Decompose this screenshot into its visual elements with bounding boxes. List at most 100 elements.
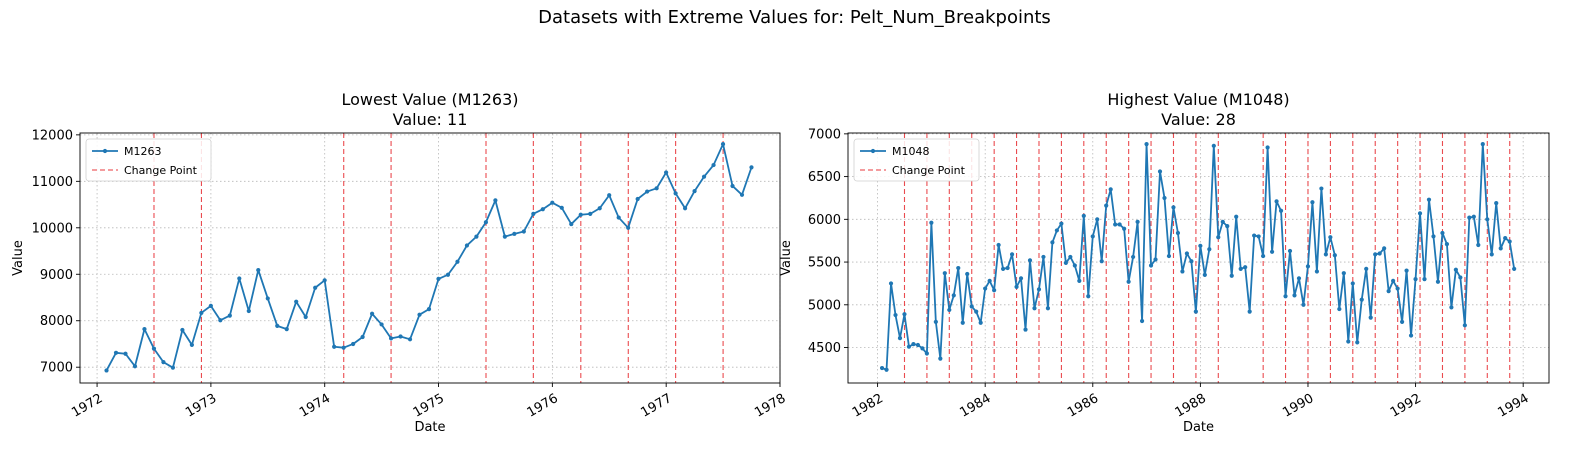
data-point <box>1193 309 1198 314</box>
data-point <box>1211 143 1216 148</box>
data-point <box>360 334 365 340</box>
data-point <box>1386 289 1391 294</box>
data-point <box>1292 293 1297 298</box>
y-tick-label: 6000 <box>808 213 841 228</box>
data-point <box>369 311 375 316</box>
data-point <box>1453 267 1458 272</box>
data-point <box>1422 277 1427 282</box>
axes-frame <box>847 132 1550 384</box>
series-line-M1048 <box>881 143 1516 371</box>
legend-change-point-label: Change Point <box>124 164 198 177</box>
data-point <box>208 303 213 308</box>
data-point <box>246 308 251 314</box>
data-point <box>1175 230 1181 236</box>
y-tick-label: 6500 <box>808 170 841 185</box>
data-point <box>512 231 517 236</box>
data-point <box>730 183 735 189</box>
data-point <box>911 342 916 347</box>
data-point <box>1435 279 1441 284</box>
data-point <box>929 220 934 225</box>
data-point <box>1373 252 1378 257</box>
data-point <box>1323 252 1328 257</box>
data-point <box>933 319 938 324</box>
data-point <box>1346 339 1351 344</box>
data-point <box>1328 235 1333 240</box>
data-point <box>1032 306 1037 311</box>
data-point <box>388 336 394 341</box>
data-point <box>1310 200 1315 205</box>
data-point <box>1139 318 1145 324</box>
data-point <box>1512 266 1517 271</box>
data-point <box>1104 203 1109 208</box>
data-point <box>987 278 992 283</box>
data-point <box>1005 265 1010 271</box>
data-point <box>303 314 308 320</box>
data-point <box>1489 252 1494 257</box>
data-point <box>996 242 1001 248</box>
x-tick-label: 1978 <box>752 391 788 421</box>
data-point <box>1283 294 1288 299</box>
axes-frame <box>79 132 781 384</box>
data-point <box>189 342 194 347</box>
data-point <box>897 336 903 341</box>
data-point <box>1314 269 1320 274</box>
data-point <box>1184 251 1190 256</box>
x-axis-label: Date <box>1183 420 1214 435</box>
data-point <box>1368 315 1373 320</box>
data-point <box>1462 323 1467 328</box>
data-point <box>1417 211 1423 216</box>
subplot-title: Highest Value (M1048) <box>1107 90 1289 109</box>
data-point <box>915 342 921 348</box>
data-point <box>1162 195 1167 201</box>
x-tick-label: 1982 <box>850 391 886 421</box>
data-point <box>1108 187 1113 192</box>
data-point <box>942 271 947 276</box>
data-point <box>1216 235 1221 240</box>
data-point <box>1027 258 1033 263</box>
data-point <box>142 326 147 332</box>
data-point <box>1099 259 1104 264</box>
data-point <box>483 220 489 225</box>
data-point <box>1440 230 1445 236</box>
subplot-subtitle: Value: 11 <box>393 110 468 129</box>
data-point <box>960 320 965 325</box>
data-point <box>1431 234 1436 239</box>
data-point <box>635 196 640 202</box>
data-point <box>218 318 223 323</box>
data-point <box>1131 254 1136 260</box>
data-point <box>1341 271 1346 276</box>
data-point <box>902 312 907 317</box>
x-tick-label: 1988 <box>1173 391 1209 421</box>
data-point <box>692 188 697 194</box>
data-point <box>1274 199 1279 204</box>
data-point <box>588 211 593 216</box>
data-point <box>1480 142 1485 147</box>
data-point <box>1269 249 1275 254</box>
data-point <box>1359 297 1364 302</box>
data-point <box>436 276 441 282</box>
data-point <box>170 365 176 370</box>
data-point <box>1391 278 1396 283</box>
data-point <box>1117 222 1122 227</box>
data-point <box>1045 306 1051 311</box>
data-point <box>654 186 659 191</box>
data-point <box>493 198 498 203</box>
data-point <box>749 165 754 170</box>
data-point <box>521 229 526 234</box>
data-point <box>237 276 242 281</box>
data-point <box>1036 287 1042 292</box>
x-tick-label: 1986 <box>1065 391 1101 421</box>
data-point <box>1202 272 1207 277</box>
data-point <box>1305 264 1311 269</box>
data-point <box>924 351 929 356</box>
data-point <box>978 320 983 325</box>
data-point <box>1090 234 1095 239</box>
data-point <box>1189 259 1194 264</box>
x-tick-label: 1975 <box>411 391 447 421</box>
data-point <box>1238 266 1243 271</box>
data-point <box>1413 277 1418 282</box>
data-point <box>720 142 726 147</box>
x-tick-label: 1994 <box>1495 391 1531 421</box>
data-point <box>265 296 270 301</box>
data-point <box>626 225 631 230</box>
